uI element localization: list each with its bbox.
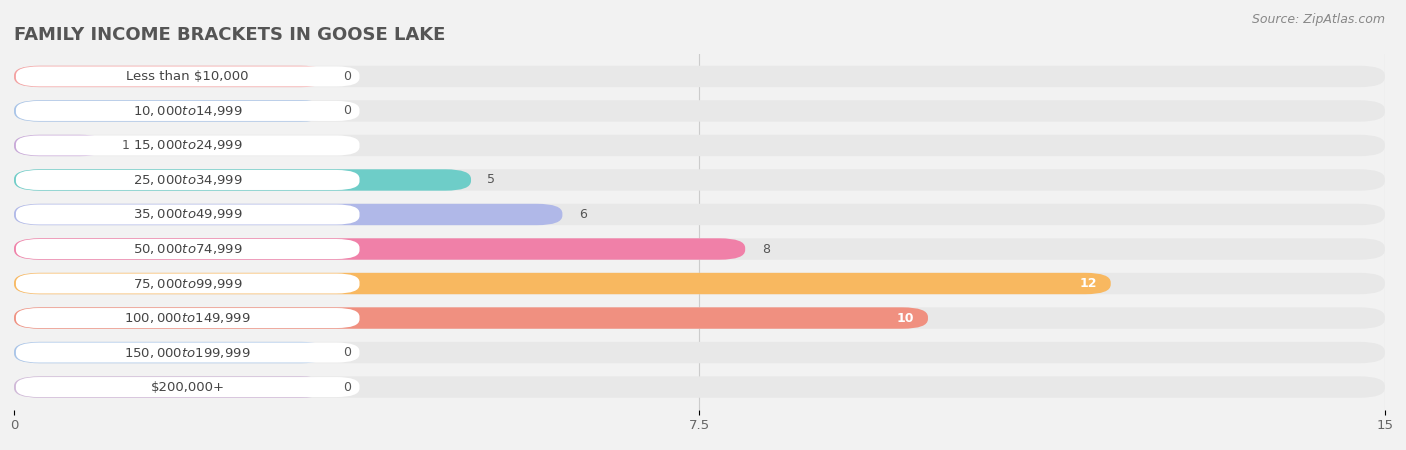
FancyBboxPatch shape (14, 307, 928, 329)
FancyBboxPatch shape (14, 273, 1385, 294)
Text: $25,000 to $34,999: $25,000 to $34,999 (132, 173, 243, 187)
Text: $50,000 to $74,999: $50,000 to $74,999 (132, 242, 243, 256)
FancyBboxPatch shape (15, 239, 360, 259)
FancyBboxPatch shape (14, 100, 326, 122)
Text: 0: 0 (343, 70, 352, 83)
FancyBboxPatch shape (15, 67, 360, 86)
FancyBboxPatch shape (14, 135, 1385, 156)
FancyBboxPatch shape (15, 170, 360, 190)
Text: 6: 6 (579, 208, 586, 221)
Text: $75,000 to $99,999: $75,000 to $99,999 (132, 276, 243, 291)
FancyBboxPatch shape (14, 66, 1385, 87)
FancyBboxPatch shape (14, 238, 1385, 260)
FancyBboxPatch shape (14, 342, 326, 363)
Text: 0: 0 (343, 381, 352, 394)
FancyBboxPatch shape (14, 376, 326, 398)
FancyBboxPatch shape (14, 238, 745, 260)
FancyBboxPatch shape (14, 204, 562, 225)
FancyBboxPatch shape (14, 135, 105, 156)
FancyBboxPatch shape (14, 169, 471, 191)
Text: 10: 10 (897, 311, 914, 324)
Text: 12: 12 (1080, 277, 1097, 290)
FancyBboxPatch shape (14, 376, 1385, 398)
Text: $15,000 to $24,999: $15,000 to $24,999 (132, 139, 243, 153)
Text: $100,000 to $149,999: $100,000 to $149,999 (125, 311, 250, 325)
Text: $200,000+: $200,000+ (150, 381, 225, 394)
FancyBboxPatch shape (15, 135, 360, 155)
Text: Less than $10,000: Less than $10,000 (127, 70, 249, 83)
Text: $150,000 to $199,999: $150,000 to $199,999 (125, 346, 250, 360)
Text: 8: 8 (762, 243, 769, 256)
FancyBboxPatch shape (14, 273, 1111, 294)
Text: $10,000 to $14,999: $10,000 to $14,999 (132, 104, 243, 118)
FancyBboxPatch shape (14, 100, 1385, 122)
FancyBboxPatch shape (15, 377, 360, 397)
Text: FAMILY INCOME BRACKETS IN GOOSE LAKE: FAMILY INCOME BRACKETS IN GOOSE LAKE (14, 26, 446, 44)
Text: 0: 0 (343, 346, 352, 359)
FancyBboxPatch shape (15, 274, 360, 293)
FancyBboxPatch shape (14, 204, 1385, 225)
Text: Source: ZipAtlas.com: Source: ZipAtlas.com (1251, 14, 1385, 27)
FancyBboxPatch shape (14, 169, 1385, 191)
FancyBboxPatch shape (14, 307, 1385, 329)
Text: $35,000 to $49,999: $35,000 to $49,999 (132, 207, 243, 221)
FancyBboxPatch shape (15, 308, 360, 328)
Text: 5: 5 (488, 174, 495, 186)
FancyBboxPatch shape (15, 101, 360, 121)
FancyBboxPatch shape (14, 342, 1385, 363)
FancyBboxPatch shape (14, 66, 326, 87)
FancyBboxPatch shape (15, 204, 360, 225)
FancyBboxPatch shape (15, 342, 360, 363)
Text: 0: 0 (343, 104, 352, 117)
Text: 1: 1 (122, 139, 129, 152)
